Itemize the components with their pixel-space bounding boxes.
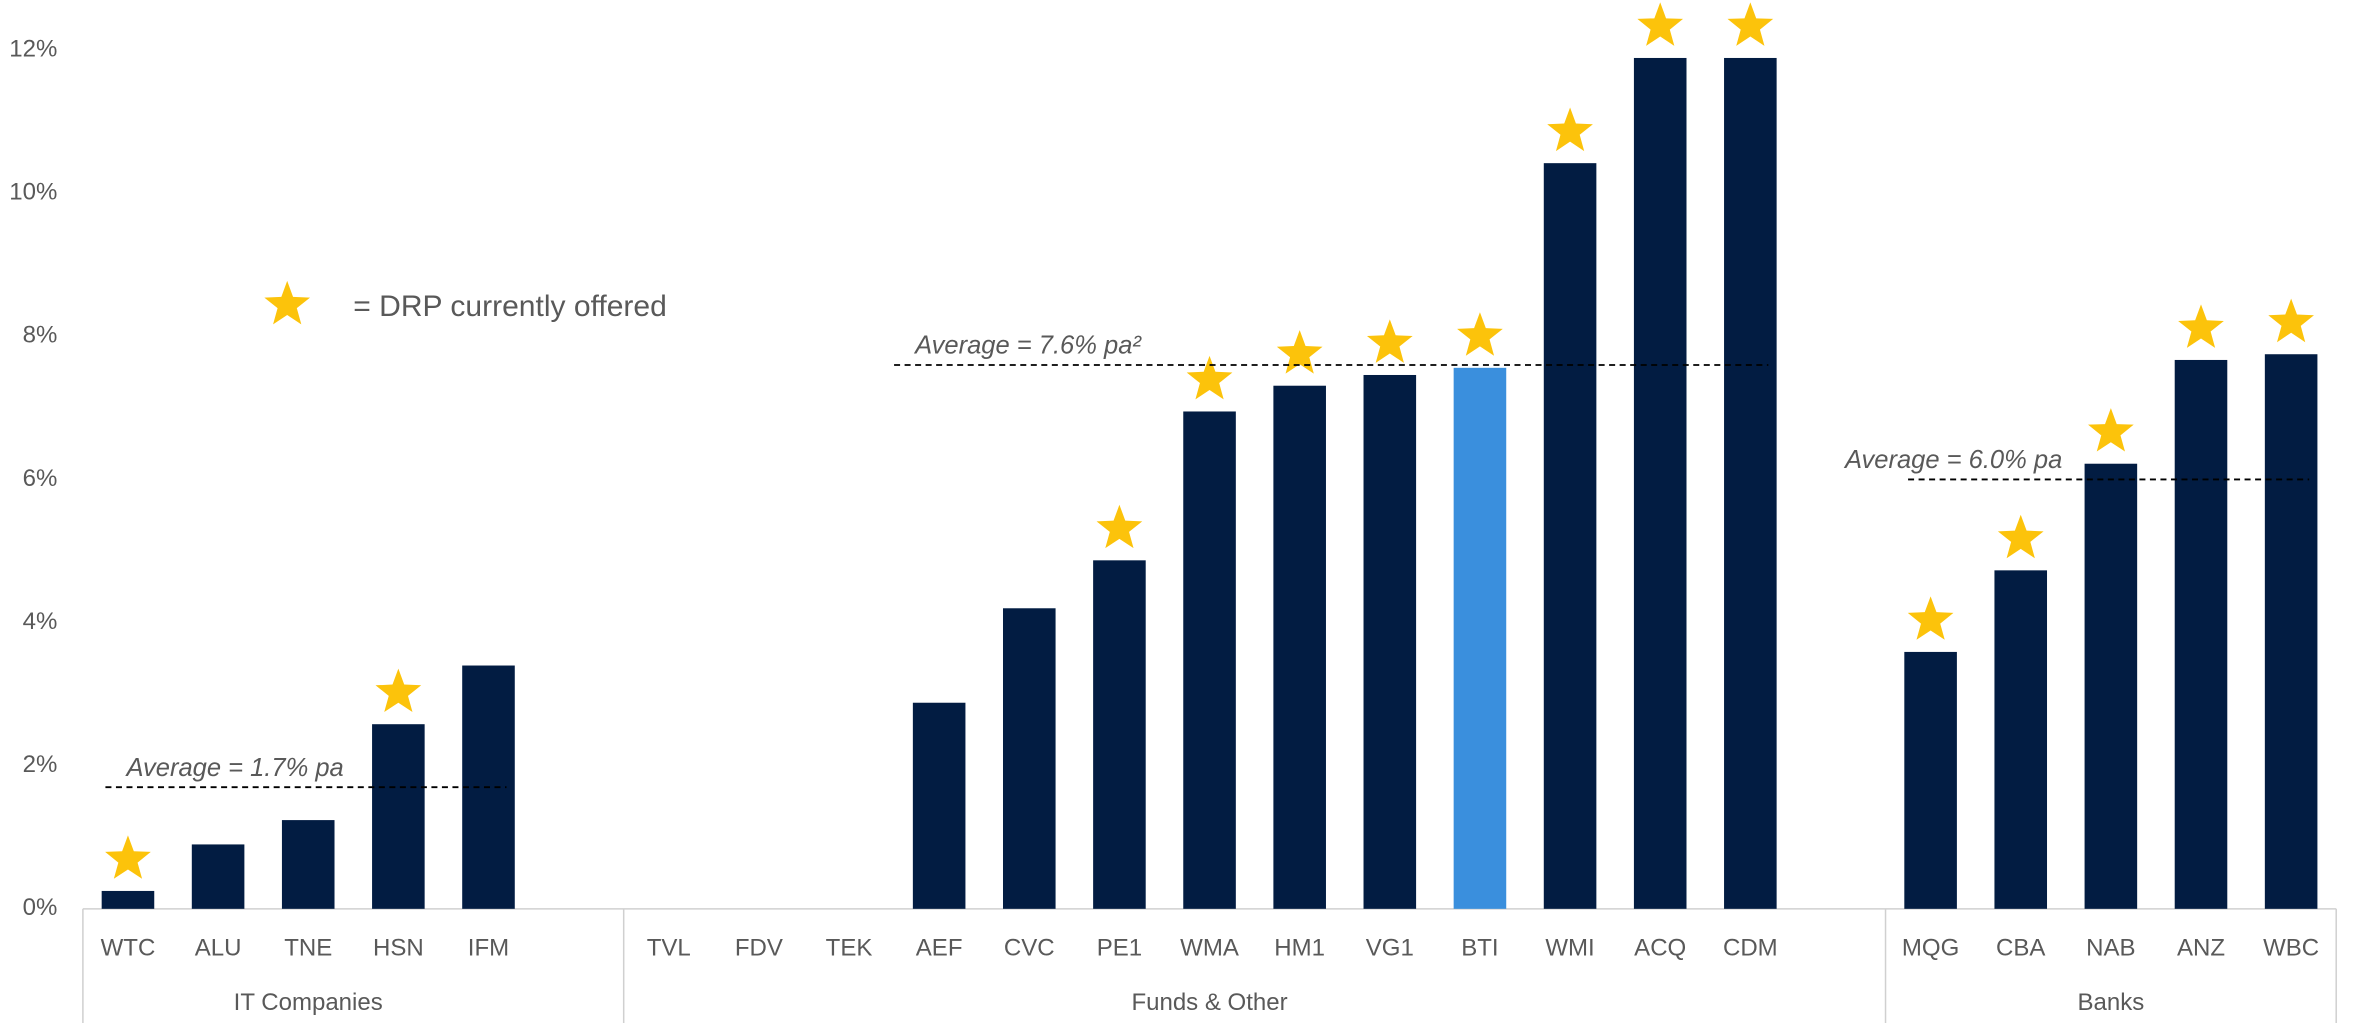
x-tick-label: FDV bbox=[735, 935, 783, 962]
bar bbox=[2084, 463, 2138, 909]
bar bbox=[1363, 374, 1417, 909]
average-label: Average = 1.7% pa bbox=[124, 754, 343, 782]
drp-star bbox=[375, 668, 422, 713]
bar bbox=[1543, 163, 1597, 909]
y-tick-label: 2% bbox=[23, 751, 58, 778]
legend-star bbox=[264, 280, 311, 325]
group-label: Funds & Other bbox=[1131, 989, 1287, 1016]
bar bbox=[1724, 57, 1777, 909]
x-tick-label: AEF bbox=[916, 935, 963, 962]
drp-star bbox=[1907, 596, 1954, 640]
x-tick-label: TNE bbox=[284, 935, 332, 962]
group-label: IT Companies bbox=[234, 989, 383, 1016]
x-tick-label: TVL bbox=[647, 935, 691, 962]
bar bbox=[1633, 57, 1687, 909]
bar bbox=[191, 844, 245, 909]
x-tick-label: ALU bbox=[195, 935, 242, 962]
drp-star bbox=[1637, 2, 1684, 46]
drp-star bbox=[1997, 514, 2044, 559]
drp-star bbox=[105, 835, 151, 879]
drp-star bbox=[2268, 298, 2314, 343]
drp-star bbox=[1547, 107, 1593, 152]
bar bbox=[1453, 367, 1507, 909]
x-tick-label: WTC bbox=[101, 935, 156, 962]
bar bbox=[1183, 411, 1236, 909]
average-label: Average = 6.0% pa bbox=[1843, 446, 2062, 474]
y-tick-label: 12% bbox=[9, 35, 57, 62]
bar bbox=[1994, 570, 2048, 909]
x-tick-label: ANZ bbox=[2177, 935, 2225, 962]
x-tick-label: TEK bbox=[826, 935, 873, 962]
drp-star bbox=[2178, 304, 2224, 348]
bar bbox=[372, 724, 425, 909]
x-tick-label: MQG bbox=[1902, 935, 1959, 962]
bar bbox=[281, 820, 335, 909]
x-tick-label: WBC bbox=[2263, 935, 2319, 962]
bar bbox=[101, 890, 155, 909]
x-tick-label: WMA bbox=[1180, 935, 1239, 962]
y-tick-label: 8% bbox=[23, 322, 58, 349]
x-tick-label: CBA bbox=[1996, 935, 2045, 962]
bar bbox=[1904, 651, 1957, 909]
bar bbox=[2264, 354, 2318, 909]
x-tick-label: CVC bbox=[1004, 935, 1055, 962]
drp-star bbox=[2088, 408, 2134, 452]
average-label: Average = 7.6% pa² bbox=[913, 332, 1142, 360]
y-tick-label: 6% bbox=[23, 465, 58, 492]
x-tick-label: IFM bbox=[468, 935, 509, 962]
x-tick-label: WMI bbox=[1545, 935, 1594, 962]
x-tick-label: HSN bbox=[373, 935, 424, 962]
x-tick-label: VG1 bbox=[1366, 935, 1414, 962]
group-label: Banks bbox=[2077, 989, 2144, 1016]
x-tick-label: PE1 bbox=[1097, 935, 1142, 962]
y-tick-label: 0% bbox=[23, 894, 58, 921]
bar bbox=[912, 702, 966, 909]
x-tick-label: CDM bbox=[1723, 935, 1778, 962]
legend-text: = DRP currently offered bbox=[353, 290, 667, 323]
drp-star bbox=[1186, 355, 1233, 400]
drp-star bbox=[1457, 312, 1503, 356]
drp-star bbox=[1727, 2, 1774, 46]
bar bbox=[1093, 560, 1146, 909]
x-tick-label: NAB bbox=[2086, 935, 2135, 962]
y-tick-label: 10% bbox=[9, 179, 57, 206]
drp-star bbox=[1096, 504, 1143, 549]
bar bbox=[2174, 359, 2228, 909]
x-tick-label: BTI bbox=[1461, 935, 1498, 962]
drp-star bbox=[1366, 319, 1413, 363]
x-tick-label: ACQ bbox=[1634, 935, 1686, 962]
drp-star bbox=[1276, 330, 1323, 374]
bar bbox=[1002, 608, 1056, 909]
y-tick-label: 4% bbox=[23, 608, 58, 635]
x-tick-label: HM1 bbox=[1274, 935, 1325, 962]
bar bbox=[1273, 385, 1326, 909]
